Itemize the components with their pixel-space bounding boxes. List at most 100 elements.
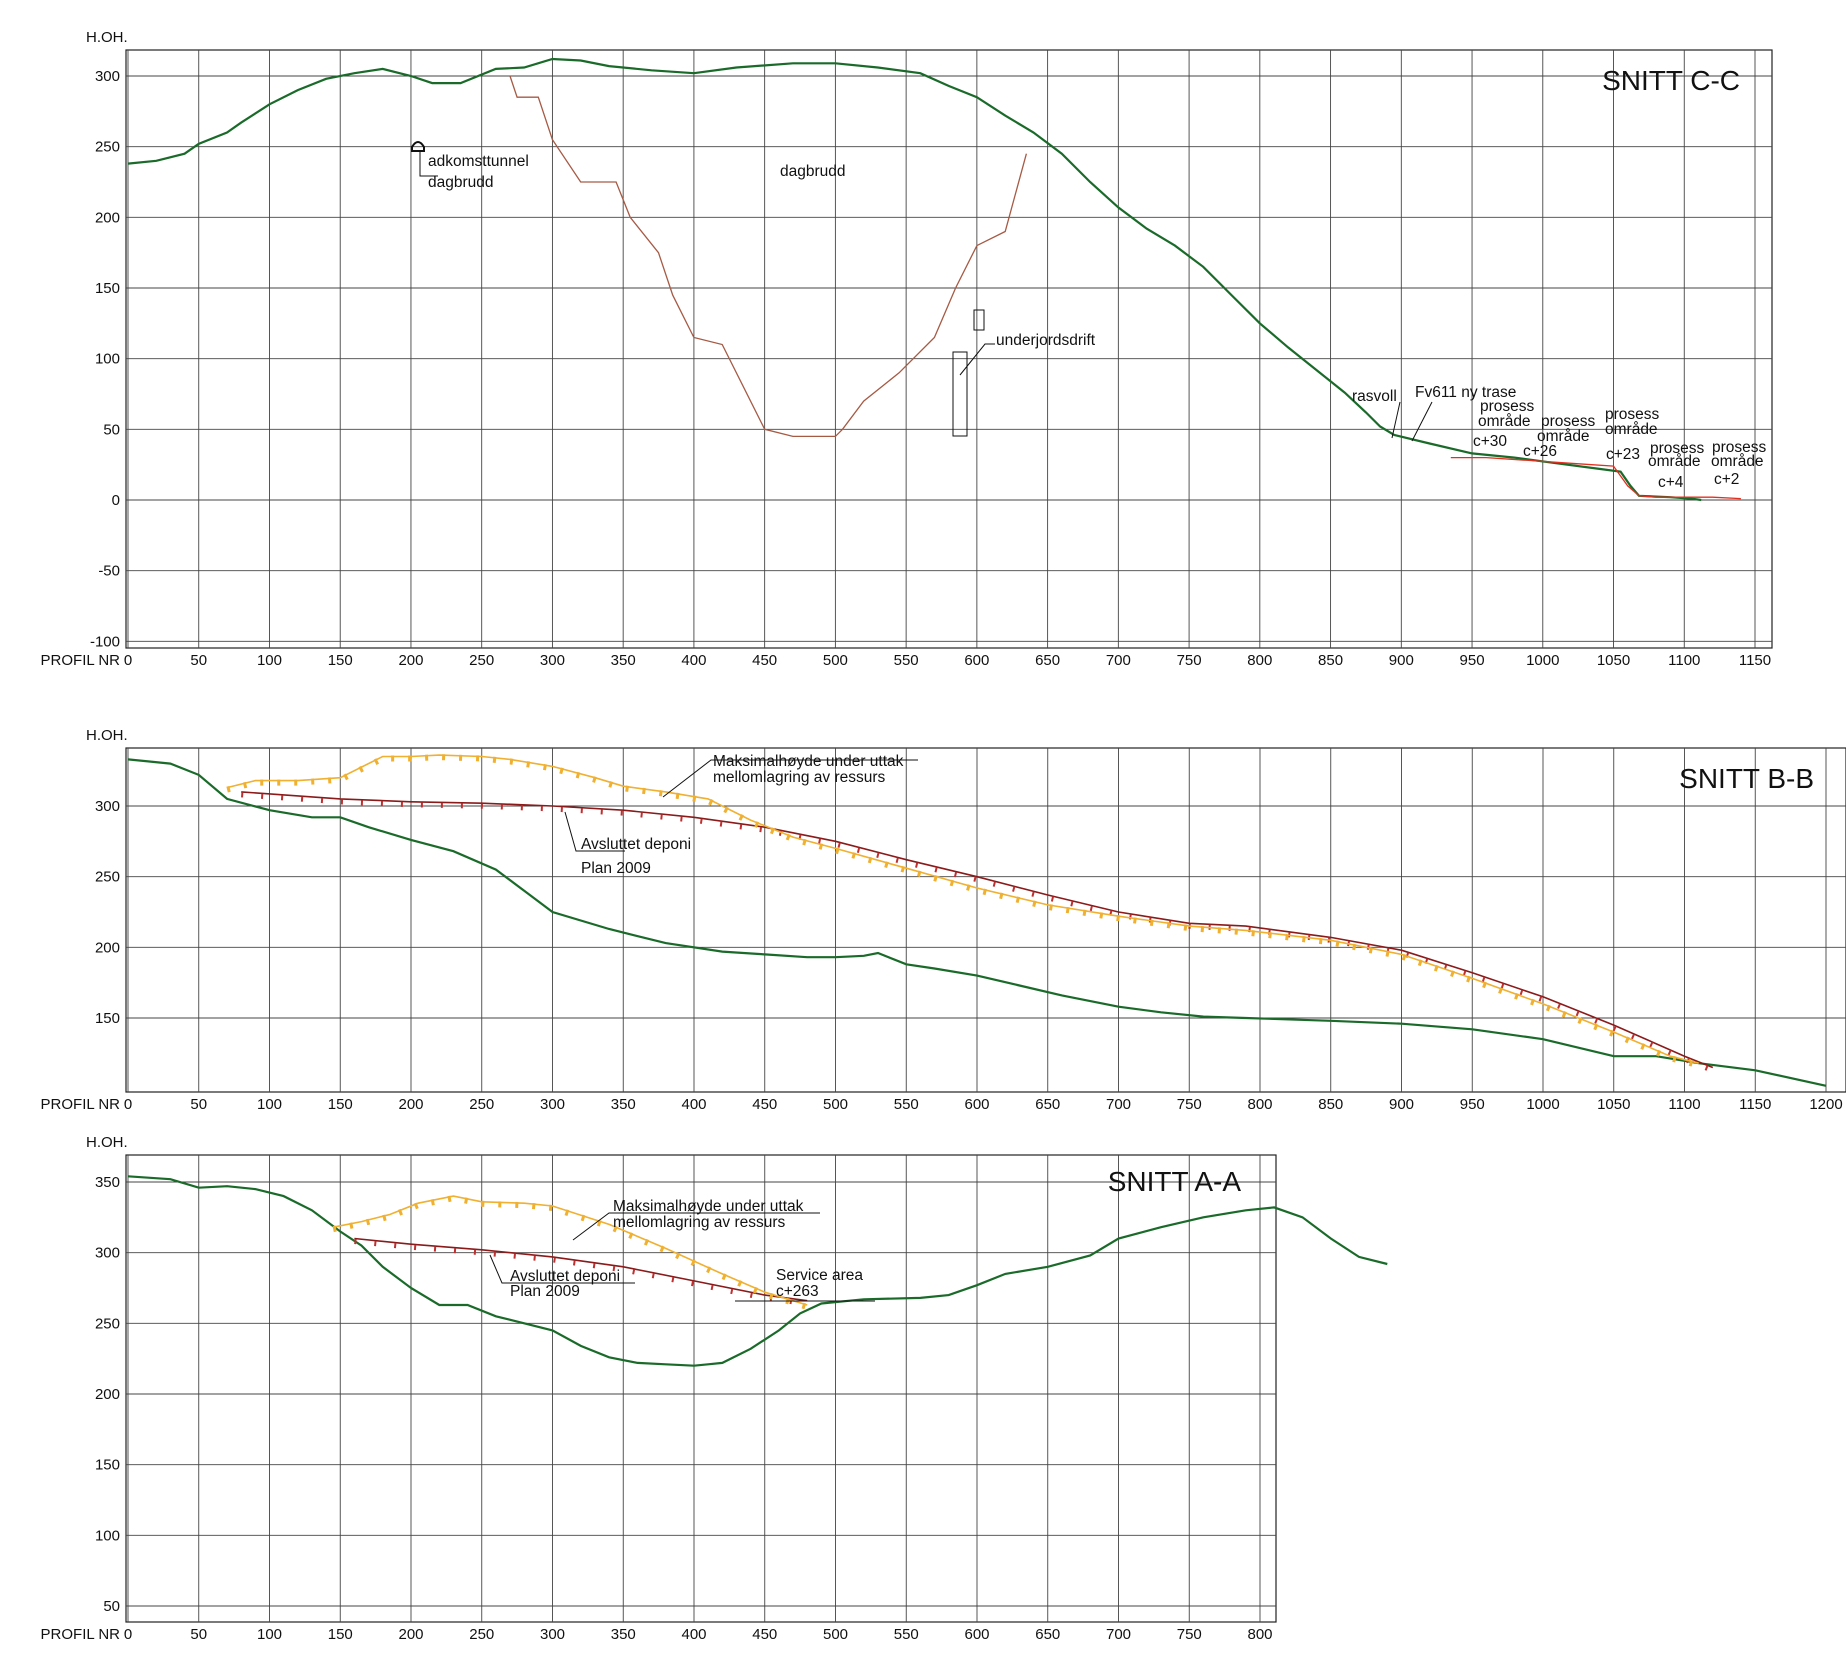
- x-tick-label: 350: [611, 1626, 636, 1643]
- x-tick-label: 250: [469, 652, 494, 669]
- chart-title: SNITT C-C: [1602, 65, 1740, 96]
- shaft-symbol: [952, 351, 968, 437]
- x-tick-label: 850: [1318, 652, 1343, 669]
- x-tick-label: 300: [540, 1626, 565, 1643]
- y-tick-label: 300: [95, 68, 120, 85]
- x-tick-label: 600: [964, 1096, 989, 1113]
- x-tick-label: 950: [1460, 652, 1485, 669]
- annotation-label: prosess: [1605, 406, 1660, 423]
- y-tick-label: 150: [95, 1010, 120, 1027]
- x-tick-label: 200: [398, 652, 423, 669]
- leader-line: [489, 1254, 635, 1284]
- series-closed-deposit-line: [354, 1237, 808, 1302]
- x-tick-label: 700: [1106, 1626, 1131, 1643]
- x-tick-label: 250: [469, 1626, 494, 1643]
- x-tick-label: 500: [823, 1096, 848, 1113]
- annotation-label: c+26: [1523, 443, 1557, 460]
- x-tick-label: 850: [1318, 1096, 1343, 1113]
- x-tick-label: 1100: [1668, 1096, 1700, 1113]
- annotation-label: Avsluttet deponi: [581, 836, 691, 853]
- series-max-height-hatch: [226, 754, 1700, 1069]
- x-tick-label: 50: [190, 1096, 207, 1113]
- annotation-label: underjordsdrift: [996, 332, 1096, 349]
- x-tick-label: 0: [124, 1096, 132, 1113]
- annotation-label: c+2: [1714, 471, 1739, 488]
- x-tick-label: 650: [1035, 1626, 1060, 1643]
- x-tick-label: 550: [894, 1626, 919, 1643]
- y-tick-label: 150: [95, 1457, 120, 1474]
- x-tick-label: 150: [328, 1096, 353, 1113]
- annotation-label: dagbrudd: [780, 163, 846, 180]
- series-terrain-line: [127, 1175, 1388, 1367]
- annotation-label: område: [1605, 421, 1658, 438]
- x-axis-label: PROFIL NR: [41, 1096, 121, 1113]
- annotation-label: mellomlagring av ressurs: [713, 769, 886, 786]
- x-tick-label: 100: [257, 1096, 282, 1113]
- chart-title: SNITT B-B: [1679, 763, 1814, 794]
- y-tick-label: 250: [95, 869, 120, 886]
- annotation-label: område: [1537, 428, 1590, 445]
- annotation-label: c+23: [1606, 446, 1640, 463]
- x-tick-label: 150: [328, 1626, 353, 1643]
- series-closed-deposit-line: [241, 791, 1714, 1069]
- leader-line: [1391, 401, 1401, 439]
- annotation-label: område: [1648, 453, 1701, 470]
- annotation-label: mellomlagring av ressurs: [613, 1214, 786, 1231]
- x-tick-label: 450: [752, 1096, 777, 1113]
- x-tick-label: 600: [964, 652, 989, 669]
- y-axis-label: H.OH.: [86, 727, 128, 744]
- x-tick-label: 1050: [1597, 652, 1630, 669]
- y-tick-label: 250: [95, 1315, 120, 1332]
- annotation-label: c+263: [776, 1283, 819, 1300]
- leader-line: [572, 1212, 820, 1241]
- x-tick-label: 550: [894, 1096, 919, 1113]
- x-tick-label: 600: [964, 1626, 989, 1643]
- chart-snitt-a-a: 0 50 100 150 200 250 300 350 400 450 500 550 600 650 7…: [41, 1134, 1388, 1643]
- x-tick-label: 800: [1247, 652, 1272, 669]
- leader-line: [1411, 401, 1433, 442]
- y-axis-label: H.OH.: [86, 1134, 128, 1151]
- plot-frame: [125, 49, 1773, 649]
- y-tick-label: -50: [98, 563, 120, 580]
- x-tick-label: 400: [681, 652, 706, 669]
- annotation-label: Plan 2009: [510, 1283, 580, 1300]
- plot-frame: [125, 1154, 1277, 1623]
- series-planned-level: [1450, 456, 1741, 500]
- y-tick-label: 0: [112, 492, 120, 509]
- annotation-label: c+30: [1473, 433, 1507, 450]
- x-tick-label: 750: [1177, 652, 1202, 669]
- annotation-label: prosess: [1712, 439, 1767, 456]
- leader-line: [419, 151, 438, 177]
- annotation-label: prosess: [1541, 413, 1596, 430]
- x-tick-label: 750: [1177, 1096, 1202, 1113]
- y-tick-label: 200: [95, 939, 120, 956]
- series-terrain-line: [127, 758, 1827, 1087]
- x-tick-label: 1200: [1809, 1096, 1842, 1113]
- x-tick-label: 1000: [1526, 1096, 1559, 1113]
- x-tick-label: 650: [1035, 652, 1060, 669]
- x-tick-label: 50: [190, 652, 207, 669]
- tunnel-symbol: [411, 141, 425, 152]
- x-tick-label: 500: [823, 1626, 848, 1643]
- y-tick-label: 50: [103, 421, 120, 438]
- annotation-label: Maksimalhøyde under uttak: [713, 753, 904, 770]
- x-tick-label: 700: [1106, 652, 1131, 669]
- x-tick-label: 50: [190, 1626, 207, 1643]
- x-tick-label: 450: [752, 1626, 777, 1643]
- x-tick-label: 100: [257, 652, 282, 669]
- y-tick-label: -100: [90, 633, 120, 650]
- x-tick-label: 750: [1177, 1626, 1202, 1643]
- y-tick-label: 150: [95, 280, 120, 297]
- x-tick-label: 900: [1389, 1096, 1414, 1113]
- annotation-label: dagbrudd: [428, 174, 494, 191]
- y-tick-label: 100: [95, 351, 120, 368]
- x-tick-label: 0: [124, 652, 132, 669]
- x-tick-label: 0: [124, 1626, 132, 1643]
- y-tick-label: 200: [95, 1386, 120, 1403]
- annotation-label: område: [1711, 453, 1764, 470]
- annotation-label: c+4: [1658, 474, 1684, 491]
- x-tick-label: 200: [398, 1626, 423, 1643]
- annotation-label: adkomsttunnel: [428, 153, 529, 170]
- leader-line: [662, 759, 918, 798]
- plot-frame: [125, 747, 1846, 1093]
